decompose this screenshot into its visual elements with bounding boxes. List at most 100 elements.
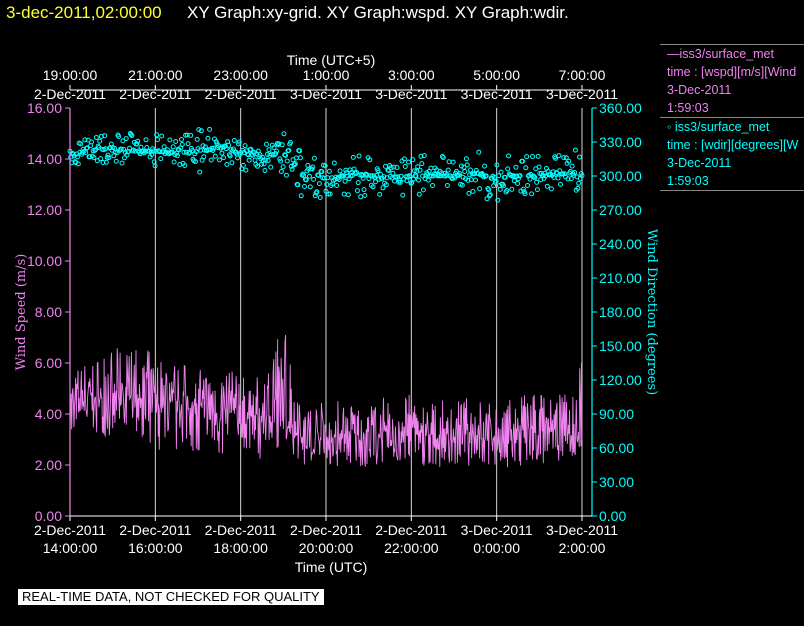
wdir-point xyxy=(446,159,452,165)
wdir-point xyxy=(415,164,421,170)
y-right-tick-label: 0.00 xyxy=(599,508,626,524)
wdir-point xyxy=(97,138,103,144)
wdir-point xyxy=(73,160,79,166)
wdir-point xyxy=(102,133,108,139)
wdir-point xyxy=(345,192,351,198)
y-left-tick-label: 10.00 xyxy=(27,253,62,269)
wdir-point xyxy=(279,142,285,148)
wdir-point xyxy=(353,171,359,176)
wdir-point xyxy=(477,186,483,192)
wdir-point xyxy=(438,173,444,179)
wdir-point xyxy=(416,177,421,183)
wdir-point xyxy=(408,180,414,186)
wdir-point xyxy=(222,143,228,149)
x-bottom-tick-date: 3-Dec-2011 xyxy=(546,522,618,538)
wdir-point xyxy=(464,162,470,168)
y-right-tick-label: 240.00 xyxy=(599,236,642,252)
wdir-point xyxy=(465,177,471,183)
y-right-tick-label: 270.00 xyxy=(599,202,642,218)
wdir-point xyxy=(116,134,122,139)
wdir-point xyxy=(161,144,167,150)
wdir-point xyxy=(122,155,127,161)
wdir-point xyxy=(527,176,533,182)
wdir-point xyxy=(520,186,526,192)
wdir-point xyxy=(368,173,374,179)
wdir-point xyxy=(483,173,489,179)
wdir-point xyxy=(536,164,542,170)
legend-item-wspd[interactable]: —iss3/surface_met time : [wspd][m/s][Win… xyxy=(660,44,804,117)
y-right-tick-label: 300.00 xyxy=(599,168,642,184)
wdir-point xyxy=(517,173,523,179)
wdir-point xyxy=(201,154,207,160)
wdir-point xyxy=(123,136,129,142)
wdir-point xyxy=(278,158,284,164)
wdir-point xyxy=(457,171,463,177)
y-left-tick-label: 2.00 xyxy=(35,457,62,473)
x-top-tick-time: 21:00:00 xyxy=(128,67,183,83)
wdir-point xyxy=(444,183,450,188)
wdir-point xyxy=(506,153,511,159)
wdir-point xyxy=(487,192,493,198)
wdir-point xyxy=(255,163,260,169)
y-left-tick-label: 0.00 xyxy=(35,508,62,524)
wdir-point xyxy=(361,187,367,193)
wdir-point xyxy=(264,141,269,147)
wdir-point xyxy=(155,137,160,143)
wdir-point xyxy=(323,188,329,194)
wdir-point xyxy=(297,155,303,161)
wdir-point xyxy=(531,174,537,180)
wdir-point xyxy=(354,170,360,175)
wdir-point xyxy=(277,156,283,162)
tick-labels: 2-Dec-2011 14:00:00 2-Dec-2011 16:00:00 2-De… xyxy=(27,67,642,556)
x-bottom-tick-date: 3-Dec-2011 xyxy=(461,522,533,538)
x-bottom-tick-date: 2-Dec-2011 xyxy=(119,522,191,538)
wdir-point xyxy=(548,186,554,192)
wdir-point xyxy=(286,148,292,153)
wdir-point xyxy=(375,168,381,174)
wdir-point xyxy=(227,153,233,159)
legend-item-wdir[interactable]: ◦ iss3/surface_met time : [wdir][degrees… xyxy=(660,117,804,191)
wdir-point xyxy=(560,171,566,177)
wdir-point xyxy=(154,132,160,138)
wdir-point xyxy=(113,158,119,164)
x-bottom-tick-time: 14:00:00 xyxy=(43,540,98,556)
wdir-point xyxy=(534,179,540,185)
wdir-point xyxy=(402,156,407,162)
wdir-point xyxy=(493,178,499,184)
wdir-point xyxy=(463,156,469,162)
x-top-tick-time: 1:00:00 xyxy=(303,67,350,83)
wdir-point xyxy=(197,169,203,175)
quality-notice: REAL-TIME DATA, NOT CHECKED FOR QUALITY xyxy=(18,589,324,605)
wdir-point xyxy=(303,177,309,183)
wdir-point xyxy=(373,179,378,185)
wdir-point xyxy=(575,185,581,191)
wdir-point xyxy=(259,154,265,160)
y-axis-right-label: Wind Direction (degrees) xyxy=(644,229,659,395)
x-top-tick-date: 3-Dec-2011 xyxy=(461,86,533,102)
wdir-point xyxy=(293,155,299,161)
wdir-point xyxy=(462,169,468,174)
wdir-point xyxy=(334,183,340,188)
wdir-point xyxy=(240,162,246,168)
wdir-point xyxy=(226,142,232,148)
y-left-tick-label: 14.00 xyxy=(27,151,62,167)
wdir-point xyxy=(120,138,126,144)
wdir-point xyxy=(283,172,289,178)
wdir-point xyxy=(577,154,582,160)
wdir-point xyxy=(198,128,204,134)
wdir-point xyxy=(182,163,188,168)
wdir-point xyxy=(473,177,478,183)
y-right-tick-label: 150.00 xyxy=(599,338,642,354)
x-bottom-tick-time: 18:00:00 xyxy=(213,540,268,556)
wdir-point xyxy=(360,175,366,181)
wdir-point xyxy=(314,189,320,195)
legend-series-date: 3-Dec-2011 xyxy=(667,83,732,97)
x-top-tick-time: 19:00:00 xyxy=(43,67,98,83)
wdir-point xyxy=(75,161,81,167)
wdir-point xyxy=(398,173,404,179)
legend: —iss3/surface_met time : [wspd][m/s][Win… xyxy=(660,44,804,191)
wdir-point xyxy=(92,148,98,153)
wdir-point xyxy=(302,184,307,189)
wdir-point xyxy=(476,149,482,155)
